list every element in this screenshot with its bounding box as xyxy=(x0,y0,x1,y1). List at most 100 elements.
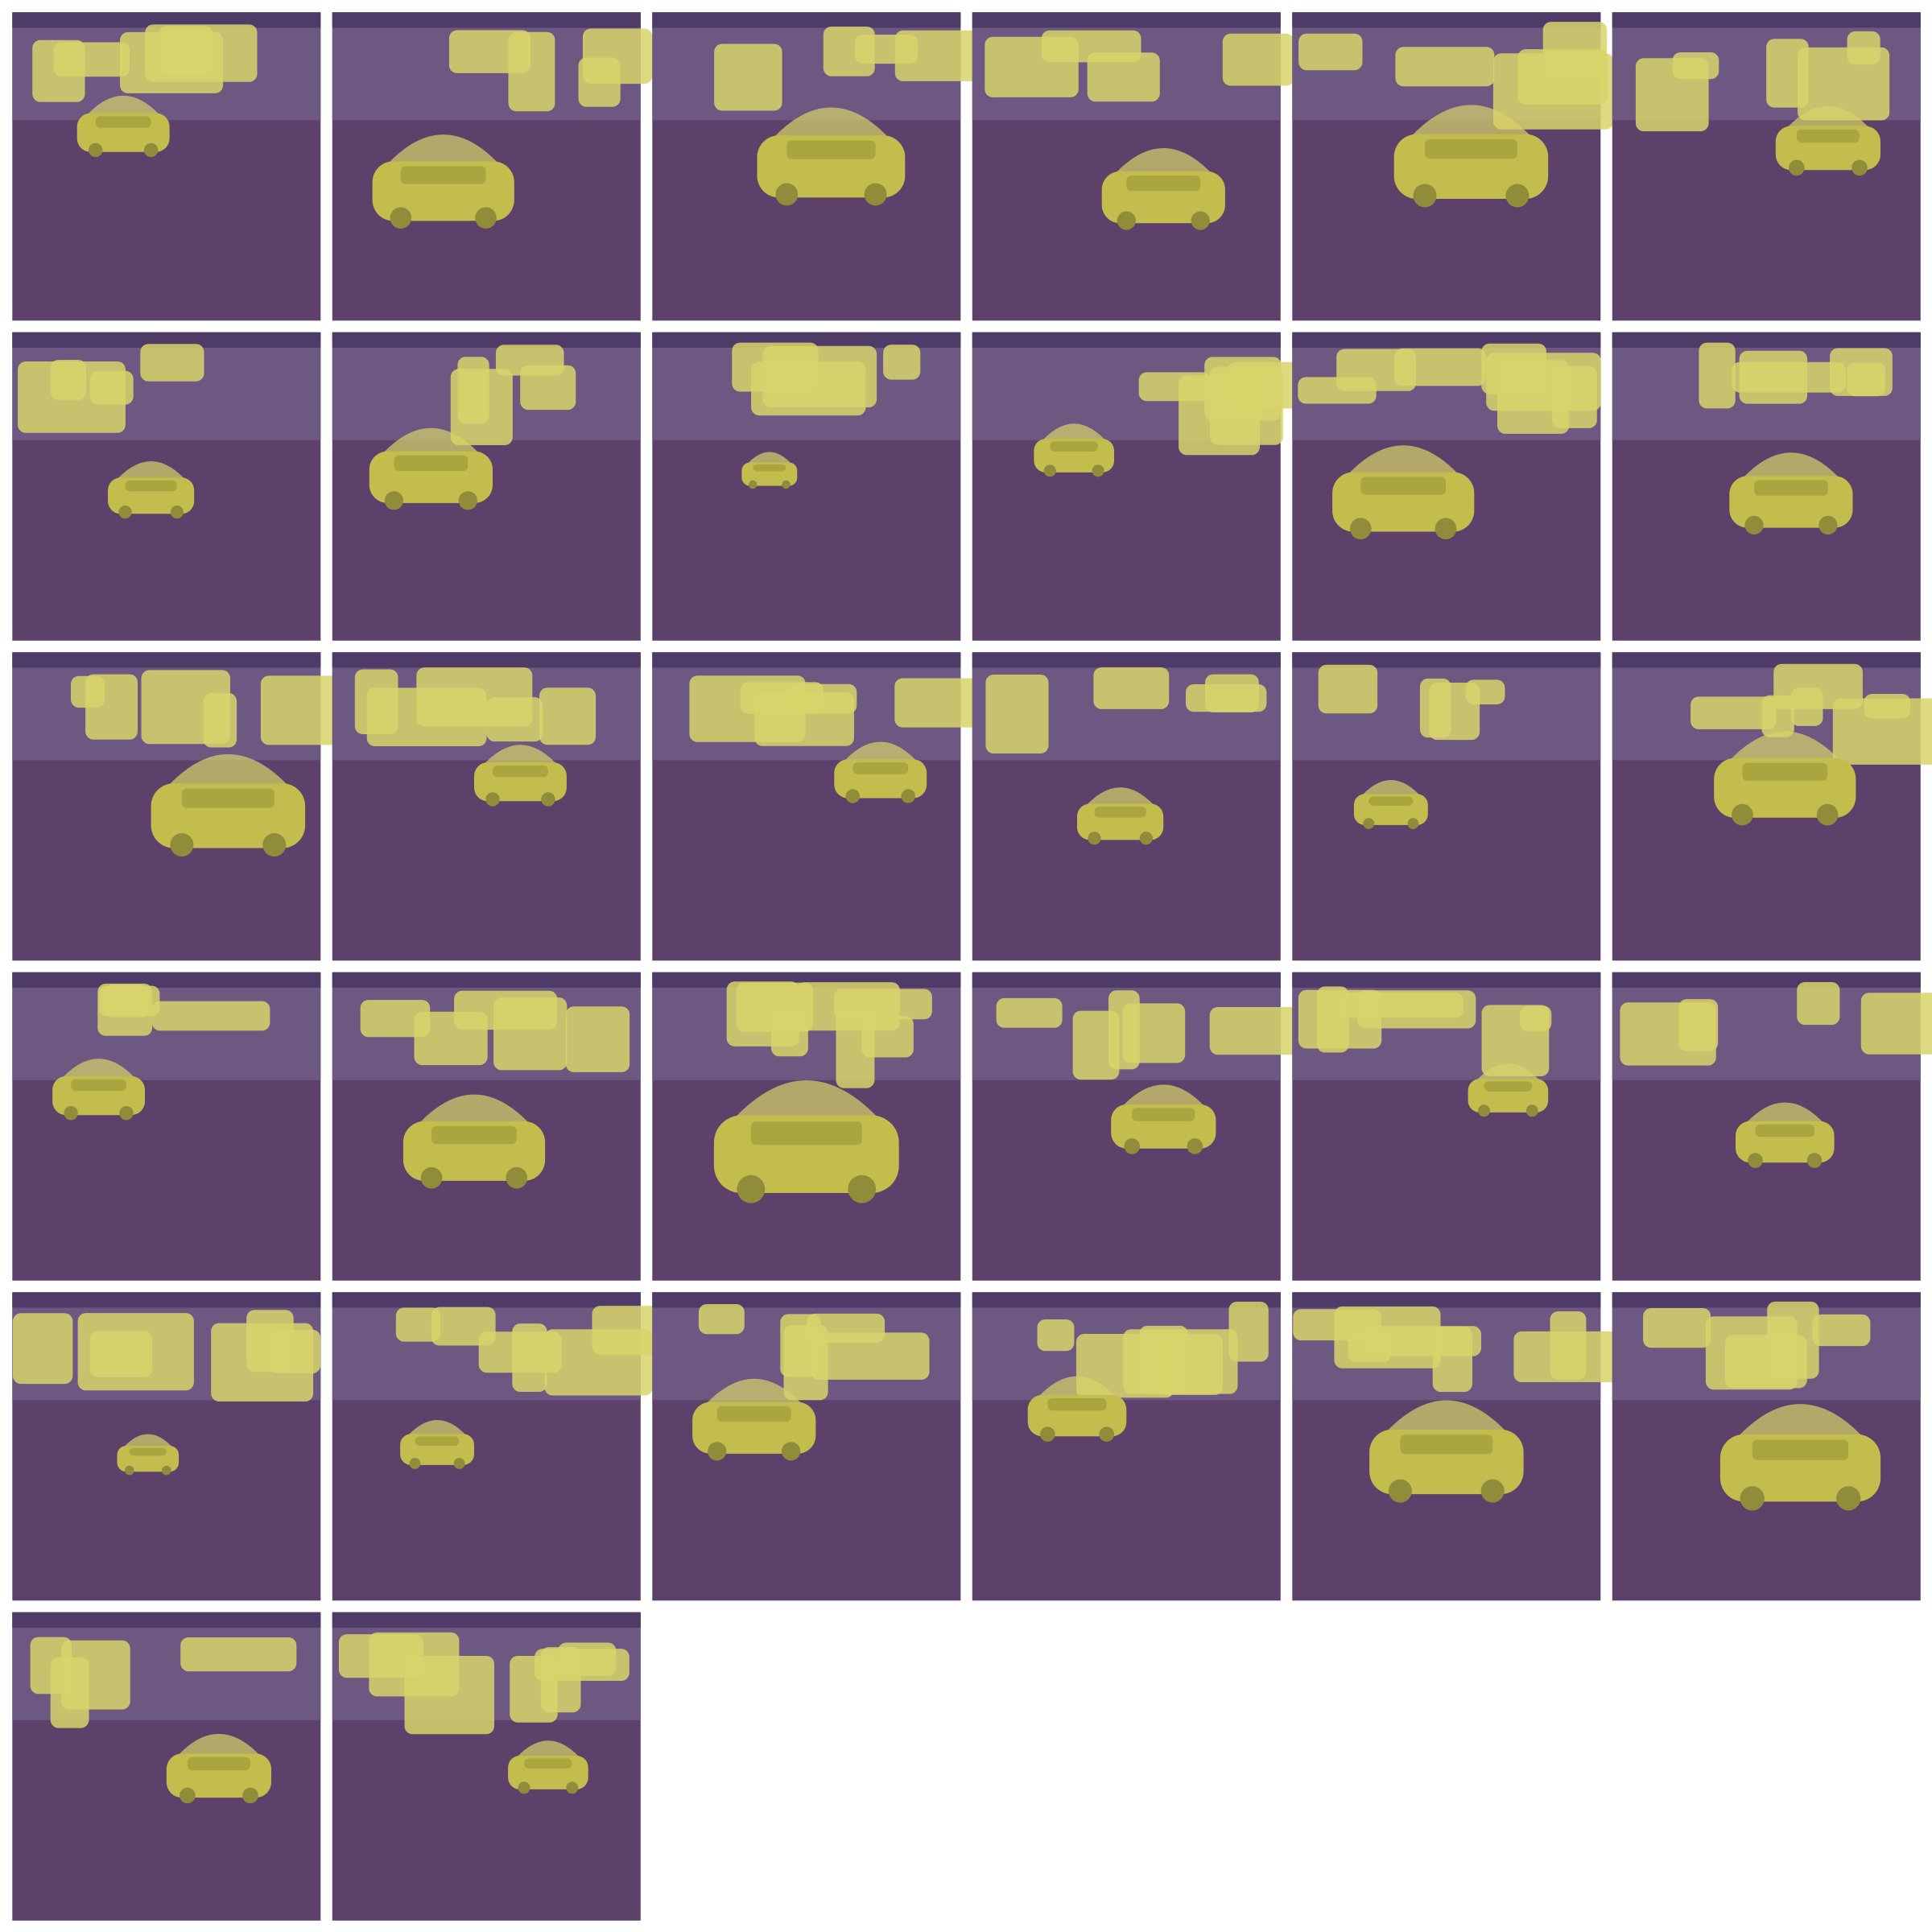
car-wheel xyxy=(782,480,791,489)
image-tile xyxy=(972,12,1294,321)
car-wheel xyxy=(1043,464,1056,477)
car-wheel xyxy=(1732,803,1753,826)
car-window xyxy=(1425,139,1517,159)
car-wheel xyxy=(1806,1153,1823,1168)
image-tile xyxy=(972,972,1321,1281)
segment-blob xyxy=(783,1324,828,1401)
sky xyxy=(1292,12,1601,28)
car-window xyxy=(71,1079,127,1092)
segment-blob xyxy=(1790,687,1823,726)
car-wheel xyxy=(485,792,500,807)
image-tile xyxy=(1612,652,1932,961)
car-wheel xyxy=(475,207,497,229)
car-wheel xyxy=(162,1465,171,1476)
car-window xyxy=(431,1125,517,1145)
sky xyxy=(332,12,641,28)
car-wheel xyxy=(180,1787,196,1804)
car-window xyxy=(125,480,177,492)
segment-blob xyxy=(1108,990,1140,1070)
sky xyxy=(332,1292,641,1308)
segment-blob xyxy=(762,345,877,408)
sky xyxy=(1292,652,1601,668)
segment-blob xyxy=(1072,1010,1120,1080)
image-tile xyxy=(1292,1292,1619,1601)
car-wheel xyxy=(775,183,799,206)
car-wheel xyxy=(390,207,412,229)
image-tile xyxy=(1612,12,1921,321)
car-window xyxy=(786,140,876,159)
segment-blob xyxy=(1643,1308,1711,1348)
segment-blob xyxy=(592,1306,667,1356)
segment-blob xyxy=(1075,1334,1174,1398)
car-wheel xyxy=(1040,1426,1055,1442)
segment-blob xyxy=(985,675,1049,753)
segment-blob xyxy=(1672,52,1719,80)
segment-blob xyxy=(714,43,782,111)
image-tile xyxy=(12,1292,321,1601)
car-wheel xyxy=(1363,818,1375,829)
image-tile xyxy=(652,332,961,641)
image-tile xyxy=(12,12,321,321)
segment-blob xyxy=(1228,1302,1269,1362)
segment-blob xyxy=(395,1307,441,1342)
car-wheel xyxy=(1818,515,1838,535)
car-wheel xyxy=(782,1442,801,1461)
sky xyxy=(12,12,321,28)
car-wheel xyxy=(518,1781,530,1794)
car-wheel xyxy=(541,792,555,807)
segment-blob xyxy=(1318,664,1378,714)
car-wheel xyxy=(453,1458,465,1469)
segment-blob xyxy=(810,1332,930,1380)
car-wheel xyxy=(566,1781,579,1794)
car-window xyxy=(181,788,275,808)
image-tile xyxy=(1612,1292,1921,1601)
sky xyxy=(1292,1292,1601,1308)
sky xyxy=(652,1292,961,1308)
car-wheel xyxy=(845,789,860,803)
car-window xyxy=(1742,762,1828,781)
image-tile xyxy=(332,12,653,321)
segment-blob xyxy=(12,1313,73,1385)
car-wheel xyxy=(1092,464,1104,477)
car-wheel xyxy=(458,491,477,510)
segment-blob xyxy=(53,42,130,77)
segment-blob xyxy=(1222,33,1294,86)
car-wheel xyxy=(1480,1479,1505,1503)
car-wheel xyxy=(409,1458,421,1469)
sky xyxy=(12,652,321,668)
car-wheel xyxy=(1852,159,1868,176)
car-window xyxy=(394,455,469,472)
car-window xyxy=(1400,1435,1493,1455)
car-wheel xyxy=(1350,518,1372,539)
car-wheel xyxy=(848,1174,877,1203)
segment-blob xyxy=(1037,1319,1075,1352)
car-wheel xyxy=(384,491,403,510)
segment-blob xyxy=(823,27,875,76)
car-window xyxy=(1050,441,1098,452)
segment-blob xyxy=(1812,1314,1871,1347)
sky xyxy=(12,1292,321,1308)
segment-blob xyxy=(1186,684,1267,712)
car-window xyxy=(1484,1081,1533,1092)
segment-blob xyxy=(1298,33,1363,71)
image-tile xyxy=(1292,652,1601,961)
sky xyxy=(332,332,641,348)
image-tile xyxy=(652,12,1008,321)
car-window xyxy=(1755,1124,1814,1137)
segment-blob xyxy=(493,997,568,1071)
segment-blob xyxy=(582,28,653,85)
sky xyxy=(1612,652,1921,668)
car-window xyxy=(493,765,548,778)
segment-blob xyxy=(1699,342,1736,409)
car-wheel xyxy=(1388,1479,1412,1503)
segment-blob xyxy=(1542,22,1608,80)
car-wheel xyxy=(1099,1426,1115,1442)
segment-blob xyxy=(89,370,134,405)
car-wheel xyxy=(1744,515,1764,535)
image-tile xyxy=(1612,972,1932,1281)
image-tile xyxy=(1292,12,1614,321)
image-tile xyxy=(332,1612,641,1921)
car-wheel xyxy=(1478,1104,1490,1117)
image-tile xyxy=(332,652,641,961)
image-tile xyxy=(332,1292,667,1601)
